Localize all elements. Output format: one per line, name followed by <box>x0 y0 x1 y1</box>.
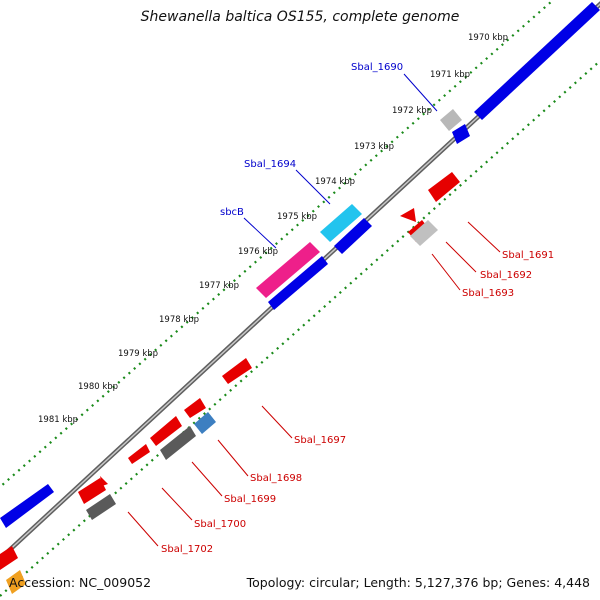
leader-line <box>431 253 461 291</box>
gene-1702-gray <box>86 494 116 520</box>
gene-label: Sbal_1702 <box>161 544 213 555</box>
gene-1693-gray <box>410 220 438 246</box>
gene-label: Sbal_1697 <box>294 435 346 446</box>
leader-line <box>467 221 501 253</box>
leader-line <box>127 511 159 547</box>
gene-sbcB-forward <box>268 256 328 310</box>
leader-line <box>403 73 438 112</box>
kbp-tick-label: 1973 kbp <box>354 142 394 152</box>
genome-summary-text: Topology: circular; Length: 5,127,376 bp… <box>246 575 590 590</box>
kbp-tick-label: 1970 kbp <box>468 33 508 43</box>
gene-label: Sbal_1691 <box>502 250 554 261</box>
gc-track-outer <box>0 0 555 489</box>
gene-bottom-red <box>0 546 18 570</box>
gene-label: Sbal_1698 <box>250 473 302 484</box>
gene-1702-arrow <box>100 476 108 486</box>
gene-1698-steel <box>194 412 216 434</box>
genome-title: Shewanella baltica OS155, complete genom… <box>140 9 460 25</box>
gene-1700-red <box>128 444 150 464</box>
leader-line <box>161 487 193 521</box>
leader-line <box>217 439 249 477</box>
gene-1702-red <box>78 478 106 504</box>
gene-1699-gray <box>160 426 196 460</box>
gene-sbcB-magenta <box>256 242 320 298</box>
kbp-tick-label: 1977 kbp <box>199 281 239 291</box>
accession-text: Accession: NC_009052 <box>9 575 152 590</box>
gene-label: Sbal_1694 <box>244 159 296 170</box>
leader-line <box>261 405 293 439</box>
kbp-tick-label: 1981 kbp <box>38 415 78 425</box>
kbp-tick-label: 1974 kbp <box>315 177 355 187</box>
gene-1698-red <box>184 398 206 418</box>
gene-label: sbcB <box>220 207 244 218</box>
gene-label: Sbal_1700 <box>194 519 246 530</box>
gene-label: Sbal_1692 <box>480 270 532 281</box>
gene-1694-forward <box>334 218 372 254</box>
gene-1699-red <box>150 416 182 446</box>
gene-1692-arrow <box>400 208 416 222</box>
gene-label: Sbal_1693 <box>462 288 514 299</box>
gene-forward-block-top <box>474 2 600 120</box>
kbp-tick-label: 1976 kbp <box>238 247 278 257</box>
leader-line <box>295 169 331 205</box>
kbp-tick-label: 1971 kbp <box>430 70 470 80</box>
gene-1697-block <box>222 358 252 384</box>
leader-line <box>243 217 277 249</box>
gene-forward-block-left <box>0 484 54 528</box>
leader-line <box>191 461 223 497</box>
gene-bottom-orange <box>6 570 26 594</box>
kbp-tick-label: 1972 kbp <box>392 106 432 116</box>
gene-pseudo-1690 <box>440 109 462 131</box>
kbp-tick-label: 1975 kbp <box>277 212 317 222</box>
leader-line <box>445 241 477 273</box>
kbp-tick-label: 1979 kbp <box>118 349 158 359</box>
gene-1694-cyan <box>320 204 362 242</box>
kbp-tick-label: 1980 kbp <box>78 382 118 392</box>
gene-1690-forward <box>452 124 470 144</box>
gene-1691-block <box>428 172 460 202</box>
gene-label: Sbal_1699 <box>224 494 276 505</box>
gene-label: Sbal_1690 <box>351 62 403 73</box>
kbp-tick-label: 1978 kbp <box>159 315 199 325</box>
